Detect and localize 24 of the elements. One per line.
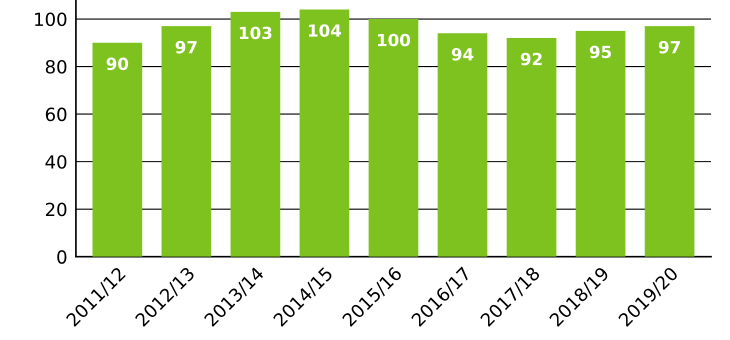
y-tick-label: 0: [57, 250, 66, 264]
data-label: 100: [378, 34, 410, 46]
data-label: 104: [308, 24, 342, 37]
bar: [438, 33, 488, 257]
y-tick-label: 20: [46, 202, 66, 216]
y-tick-label: 100: [35, 12, 66, 26]
data-label: 92: [520, 52, 542, 66]
data-label: 97: [176, 40, 197, 54]
bar: [162, 26, 212, 257]
y-tick-label: 60: [46, 108, 66, 122]
bar: [644, 26, 694, 257]
y-tick-label: 40: [45, 155, 66, 169]
bar: [506, 38, 556, 257]
bar: [576, 30, 626, 257]
y-tick-label: 80: [46, 60, 66, 74]
data-label: 97: [658, 40, 680, 54]
data-label: 94: [452, 48, 474, 61]
data-label: 90: [106, 58, 128, 70]
bar: [300, 10, 350, 257]
bar: [368, 19, 418, 257]
bar: [230, 12, 280, 257]
data-label: 95: [590, 46, 611, 58]
bar: [92, 42, 142, 257]
data-label: 103: [240, 26, 272, 40]
